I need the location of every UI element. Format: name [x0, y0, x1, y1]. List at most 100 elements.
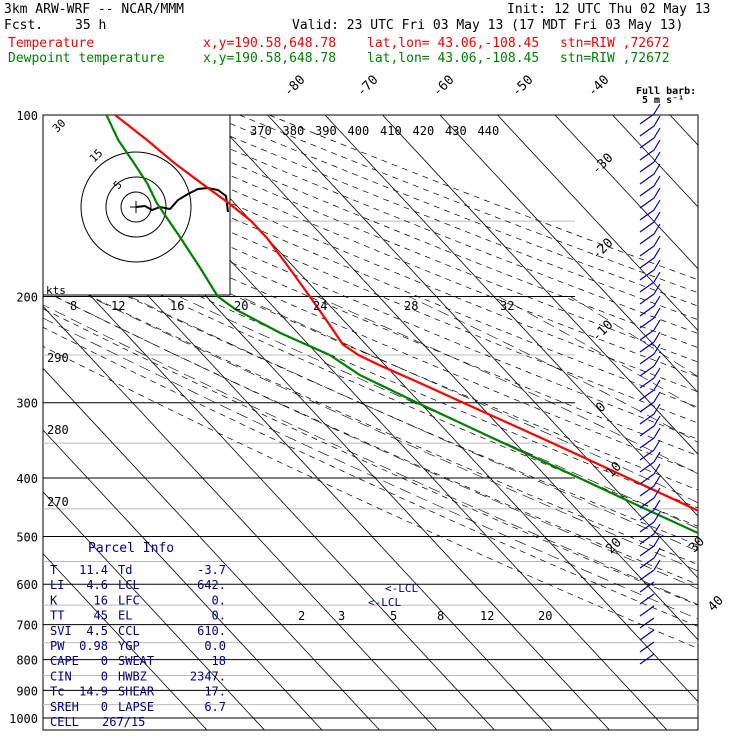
wind-barb-key-label: Full barb:: [636, 86, 696, 97]
pressure-tick-label: 600: [16, 578, 38, 592]
wind-barb: [639, 581, 655, 593]
dry-adiabat-line: [43, 162, 698, 440]
wind-barb: [639, 497, 655, 509]
wind-barb-key-unit: 5 m s⁻¹: [642, 95, 684, 106]
wind-barb-feather: [653, 391, 661, 403]
wind-barb-feather: [653, 259, 661, 271]
dry-adiabat-line: [43, 308, 698, 606]
wind-barb: [639, 401, 655, 413]
temperature-line: [114, 115, 698, 512]
wind-barb-feather: [653, 379, 661, 391]
wind-barb: [639, 233, 655, 245]
wind-barb-feather: [653, 151, 661, 163]
mixing-ratio-label: 8: [70, 299, 77, 313]
forecast-label: Fcst.: [4, 18, 44, 33]
forecast-hour: 35 h: [75, 18, 107, 33]
mixing-ratio-label: 24: [313, 299, 327, 313]
mixing-ratio-label: 28: [404, 299, 418, 313]
theta-label: 410: [380, 124, 402, 138]
theta-label: 390: [315, 124, 337, 138]
parcel-label: HWBZ: [118, 669, 147, 683]
mixing-ratio-label: 20: [538, 609, 552, 623]
hodograph-ring: [105, 176, 167, 238]
isotherm-line: [728, 115, 740, 731]
moist-adiabat-line: [55, 296, 698, 590]
wind-barb: [639, 521, 655, 533]
lcl-label: <-LCL: [385, 582, 418, 595]
hodograph-ring: [80, 151, 192, 263]
isotherm-label: -20: [589, 236, 616, 263]
pressure-tick-label: 400: [16, 472, 38, 486]
parcel-value: 0: [101, 669, 108, 683]
parcel-value: 6.7: [204, 700, 226, 714]
parcel-label: PW: [50, 639, 65, 653]
wind-barb-feather: [653, 223, 661, 235]
wind-barb-feather: [653, 487, 661, 499]
isotherm-line: [209, 115, 698, 641]
dewpoint-line: [105, 115, 698, 535]
isotherm-line: [554, 115, 698, 270]
parcel-label: SWEAT: [118, 654, 154, 668]
legend-dewpoint: Dewpoint temperature: [8, 51, 165, 66]
dry-adiabat-line: [43, 223, 698, 509]
hodograph-ring: [120, 191, 152, 223]
pressure-tick-label: 700: [16, 619, 38, 633]
hodograph-trace: [135, 186, 229, 213]
pressure-tick-label: 100: [16, 109, 38, 123]
wind-barb-feather: [653, 283, 661, 295]
model-title: 3km ARW-WRF -- NCAR/MMM: [4, 2, 185, 17]
wind-barb-feather: [653, 523, 661, 535]
mixing-ratio-label: 16: [170, 299, 184, 313]
wind-barb: [639, 293, 655, 305]
dry-adiabat-line: [239, 115, 698, 294]
lcl-label: <-LCL: [368, 596, 401, 609]
wind-barb-feather: [653, 103, 661, 115]
wind-barb: [639, 389, 655, 401]
theta-label: 400: [348, 124, 370, 138]
parcel-value: 18: [212, 654, 226, 668]
wind-barb: [639, 449, 655, 461]
pressure-tick-label: 800: [16, 654, 38, 668]
parcel-label: CCL: [118, 624, 140, 638]
wind-barb: [639, 377, 655, 389]
parcel-value: 642.: [197, 578, 226, 592]
dry-adiabat-line: [43, 326, 698, 627]
wind-barb-feather: [653, 499, 661, 511]
parcel-value: -3.7: [197, 563, 226, 577]
wind-barb: [639, 221, 655, 233]
parcel-label: SHEAR: [118, 685, 155, 699]
parcel-value: 4.5: [86, 624, 108, 638]
parcel-label: LCL: [118, 578, 140, 592]
wind-barb: [639, 113, 655, 125]
isotherm-label: -80: [281, 73, 308, 100]
isotherm-line: [382, 115, 698, 455]
theta-label: 380: [283, 124, 305, 138]
mixing-ratio-label: 20: [234, 299, 248, 313]
pressure-tick-label: 1000: [9, 712, 38, 726]
wind-barb-feather: [653, 511, 661, 523]
profiles: <-LCL<-LCL: [105, 115, 698, 609]
parcel-label: LFC: [118, 593, 140, 607]
isotherm-line: [43, 429, 323, 730]
mixing-ratio-label: 5: [390, 609, 397, 623]
wind-barb: [639, 545, 655, 557]
wind-barb-feather: [653, 295, 661, 307]
pressure-tick-label: 500: [16, 530, 38, 544]
parcel-value: 0.: [212, 609, 226, 623]
parcel-value: 17.: [204, 685, 226, 699]
moist-adiabat-line: [43, 317, 698, 620]
wind-barb: [639, 641, 655, 653]
isotherm-line: [43, 553, 208, 730]
mixing-ratio-label: 12: [111, 299, 125, 313]
moist-adiabat-line: [43, 304, 698, 605]
isotherm-line: [152, 115, 698, 703]
parcel-label: Td: [118, 563, 132, 577]
temp-station: stn=RIW ,72672: [560, 36, 670, 51]
isotherm-label: -50: [509, 73, 536, 100]
isotherm-line: [267, 115, 698, 579]
parcel-cell-value: 267/15: [102, 715, 145, 729]
mixing-ratio-label: 2: [298, 609, 305, 623]
isotherm-label: 0: [593, 400, 609, 416]
wind-barb: [639, 281, 655, 293]
isotherm-line: [43, 243, 495, 730]
